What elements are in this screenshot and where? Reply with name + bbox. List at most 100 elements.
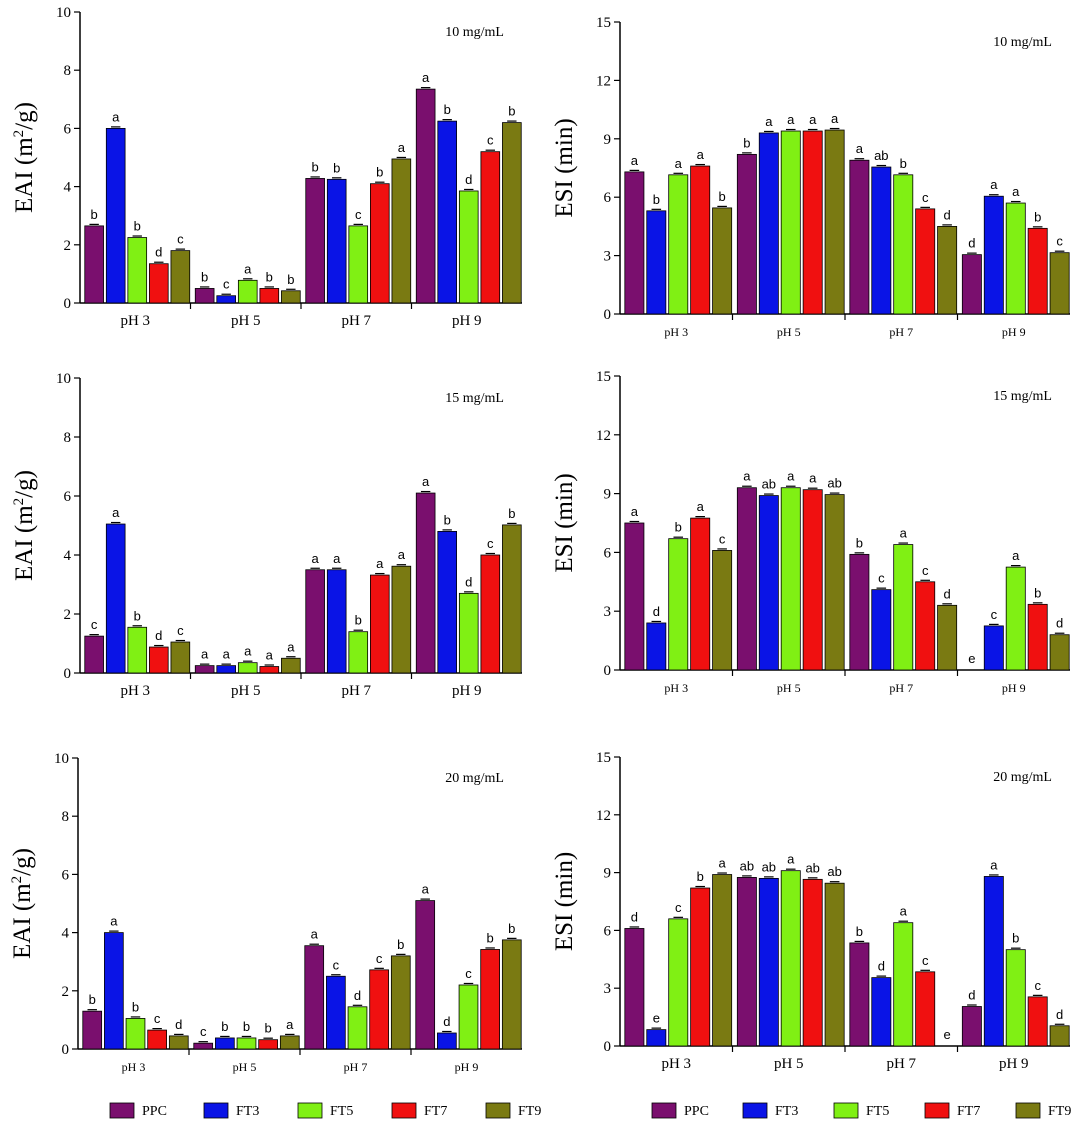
concentration-label: 20 mg/mL [445, 771, 504, 786]
significance-letter: c [922, 953, 929, 968]
significance-letter: b [134, 219, 141, 234]
significance-letter: b [312, 159, 319, 174]
bar-ft3 [215, 1037, 235, 1050]
y-tick-label: 10 [56, 5, 71, 21]
y-tick-label: 4 [62, 926, 70, 942]
significance-letter: ab [740, 858, 754, 873]
bar-ft3 [983, 876, 1004, 1047]
bar-ft3 [326, 569, 347, 674]
significance-letter: a [990, 177, 998, 192]
bar-ft9 [390, 955, 411, 1050]
legend-left: PPC FT3 FT5 FT7 FT9 [109, 1102, 541, 1119]
x-tick-label: pH 9 [1002, 325, 1026, 339]
legend-swatch-ft9 [485, 1102, 511, 1119]
y-tick-label: 6 [62, 867, 70, 883]
bar-ppc [961, 1006, 982, 1047]
legend-swatch-ft5 [297, 1102, 323, 1119]
y-tick-label: 15 [596, 369, 611, 385]
significance-letter: e [944, 1027, 951, 1042]
bar-ft3 [983, 195, 1004, 315]
significance-letter: b [856, 535, 863, 550]
significance-letter: b [243, 1019, 250, 1034]
significance-letter: a [311, 927, 319, 942]
significance-letter: b [265, 1021, 272, 1036]
significance-letter: a [112, 505, 120, 520]
significance-letter: a [312, 551, 320, 566]
significance-letter: c [91, 617, 98, 632]
bar-ft3 [216, 665, 236, 674]
bar-ft7 [690, 887, 711, 1047]
bar-ft9 [1049, 634, 1070, 671]
bar-ppc [194, 665, 215, 674]
significance-letter: b [89, 992, 96, 1007]
significance-letter: c [223, 277, 230, 292]
significance-letter: d [944, 586, 951, 601]
bar-ft5 [237, 662, 258, 674]
bar-ft7 [690, 165, 711, 315]
bar-ft5 [893, 544, 914, 671]
bar-ppc [961, 254, 982, 315]
bar-ppc [304, 945, 325, 1050]
significance-letter: a [112, 109, 120, 124]
significance-letter: c [878, 571, 885, 586]
bar-ft5 [1005, 202, 1026, 315]
significance-letter: a [900, 904, 908, 919]
bar-ft5 [458, 984, 479, 1050]
bar-ft3 [983, 625, 1004, 671]
bar-ft9 [279, 1035, 300, 1050]
significance-letter: a [422, 70, 430, 85]
bar-ppc [849, 159, 870, 315]
y-tick-label: 15 [596, 750, 611, 766]
significance-letter: d [354, 988, 361, 1003]
y-tick-label: 6 [604, 545, 612, 561]
x-tick-label: pH 3 [664, 325, 688, 339]
significance-letter: d [968, 236, 975, 251]
significance-letter: a [809, 471, 817, 486]
x-tick-label: pH 3 [661, 1056, 691, 1072]
bar-ft9 [391, 158, 412, 304]
significance-letter: a [787, 852, 795, 867]
significance-letter: b [508, 921, 515, 936]
y-tick-label: 2 [62, 984, 70, 1000]
legend-swatch-ft9 [1015, 1102, 1041, 1119]
x-tick-label: pH 5 [233, 1060, 257, 1074]
bar-ft7 [370, 183, 390, 304]
y-tick-label: 12 [596, 73, 611, 89]
concentration-label: 10 mg/mL [445, 25, 504, 40]
significance-letter: d [155, 628, 162, 643]
concentration-label: 15 mg/mL [993, 389, 1052, 404]
bar-ft5 [668, 538, 689, 671]
y-tick-label: 9 [604, 866, 612, 882]
x-tick-label: pH 7 [344, 1060, 368, 1074]
significance-letter: a [333, 551, 341, 566]
bar-ft5 [125, 1018, 146, 1050]
bar-ft5 [458, 190, 479, 304]
significance-letter: e [968, 651, 975, 666]
bar-ft5 [347, 1006, 368, 1050]
bar-ft7 [690, 517, 711, 671]
significance-letter: b [132, 999, 139, 1014]
x-tick-label: pH 5 [777, 681, 801, 695]
significance-letter: c [487, 133, 494, 148]
legend-label-ft7: FT7 [424, 1104, 447, 1119]
bar-ft5 [668, 174, 689, 315]
significance-letter: c [333, 957, 340, 972]
bar-ft9 [168, 1035, 189, 1050]
significance-letter: c [675, 900, 682, 915]
x-tick-label: pH 3 [664, 681, 688, 695]
bar-ft9 [1049, 252, 1070, 315]
bar-ft7 [802, 878, 823, 1047]
x-tick-label: pH 9 [452, 683, 482, 699]
significance-letter: ab [874, 148, 888, 163]
y-tick-label: 6 [64, 121, 72, 137]
bar-ft9 [712, 550, 733, 671]
bar-ft3 [216, 295, 236, 304]
significance-letter: a [856, 141, 864, 156]
significance-letter: c [1034, 978, 1041, 993]
y-tick-label: 4 [64, 548, 72, 564]
bar-ppc [305, 569, 325, 674]
bar-ppc [84, 635, 104, 674]
